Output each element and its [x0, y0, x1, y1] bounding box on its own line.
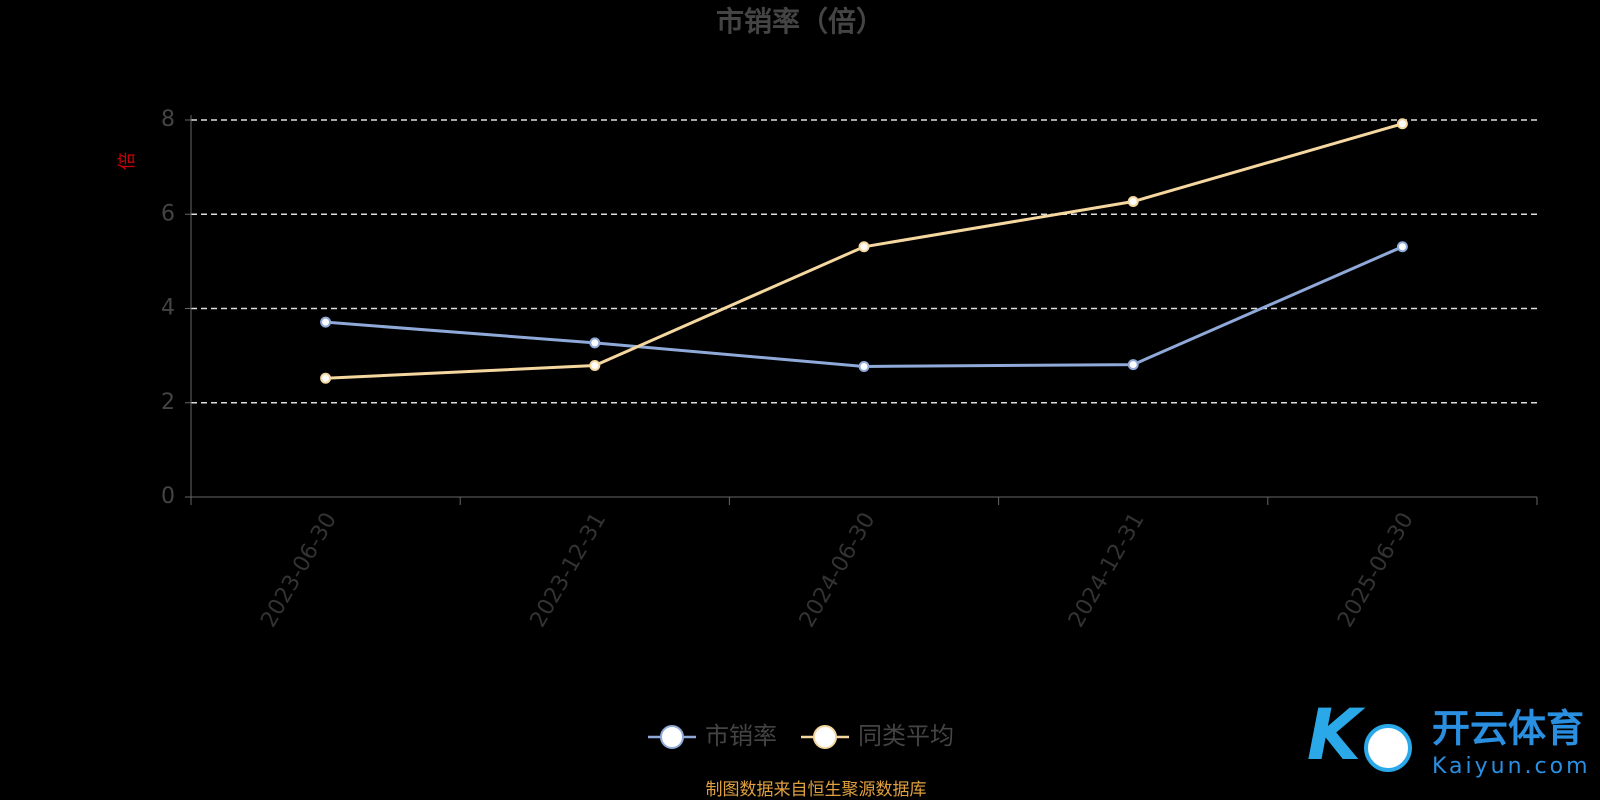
logo-ball — [1364, 724, 1412, 772]
logo-letter: K — [1307, 694, 1366, 776]
data-point — [1396, 241, 1408, 253]
legend-label: 同类平均 — [858, 722, 954, 750]
data-point — [858, 360, 870, 372]
data-point — [589, 360, 601, 372]
legend-marker — [813, 725, 837, 749]
watermark-title: 开云体育 — [1432, 707, 1584, 751]
data-point — [320, 372, 332, 384]
data-point — [320, 316, 332, 328]
data-point — [1127, 359, 1139, 371]
legend-label: 市销率 — [705, 722, 777, 750]
y-tick-label: 8 — [161, 107, 175, 132]
legend-marker — [660, 725, 684, 749]
watermark: K 开云体育 Kaiyun.com — [1307, 694, 1591, 779]
data-point — [1127, 196, 1139, 208]
watermark-subtitle: Kaiyun.com — [1432, 754, 1591, 779]
y-tick-label: 0 — [161, 484, 175, 509]
data-point — [589, 337, 601, 349]
y-axis-label: 倍 — [117, 152, 138, 170]
y-tick-label: 2 — [161, 390, 175, 415]
source-note: 制图数据来自恒生聚源数据库 — [706, 780, 927, 800]
chart-title: 市销率（倍） — [716, 5, 884, 38]
y-tick-label: 6 — [161, 201, 175, 226]
data-point — [858, 241, 870, 253]
y-tick-label: 4 — [161, 296, 175, 321]
data-point — [1396, 118, 1408, 130]
